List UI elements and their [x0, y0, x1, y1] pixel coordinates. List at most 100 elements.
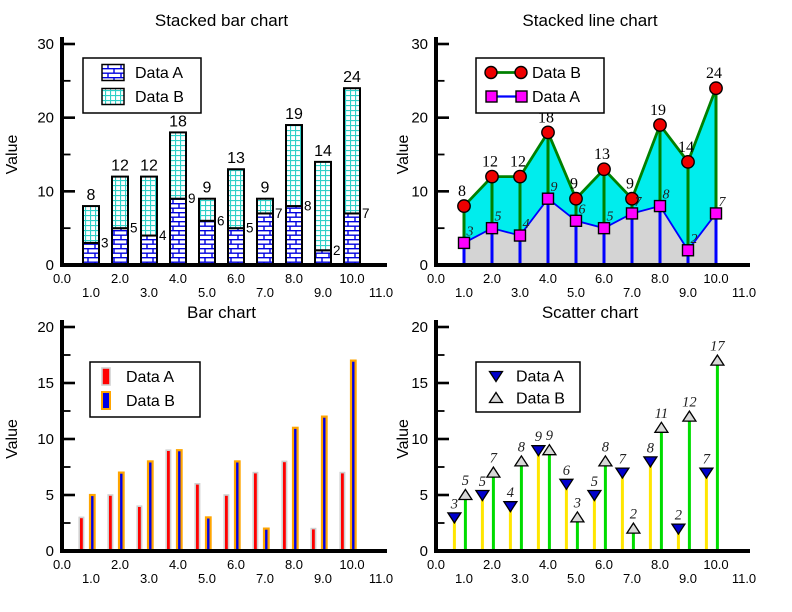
point-value-label: 2 — [675, 508, 682, 524]
triangle-down-marker — [698, 467, 715, 480]
x-tick-label: 5.0 — [567, 285, 585, 300]
total-value-label: 9 — [203, 180, 212, 197]
x-tick-label: 3.0 — [511, 285, 529, 300]
legend-circle-marker — [484, 65, 498, 80]
bar-data-a — [78, 516, 85, 552]
point-value-label: 5 — [607, 210, 614, 225]
x-tick-label: 6.0 — [595, 557, 613, 572]
square-marker — [597, 221, 611, 235]
segment-value-label: 7 — [275, 206, 283, 221]
square-marker — [653, 199, 667, 213]
x-tick-label: 1.0 — [455, 285, 473, 300]
x-tick-label: 7.0 — [623, 571, 641, 586]
x-tick-label: 5.0 — [198, 571, 216, 586]
x-tick-label: 7.0 — [256, 571, 274, 586]
total-value-label: 24 — [343, 69, 361, 86]
bar-data-a — [194, 483, 201, 552]
x-tick-label: 9.0 — [679, 285, 697, 300]
total-value-label: 18 — [169, 113, 187, 130]
chart-title: Stacked bar chart — [155, 11, 289, 30]
total-value-label: 9 — [570, 176, 578, 193]
triangle-down-marker — [586, 489, 603, 502]
x-tick-label: 10.0 — [339, 271, 364, 286]
point-value-label: 2 — [630, 507, 637, 523]
segment-value-label: 4 — [159, 228, 167, 243]
point-value-label: 5 — [591, 474, 598, 490]
triangle-up-marker — [457, 488, 474, 501]
x-tick-label: 6.0 — [227, 271, 245, 286]
bar-data-b — [291, 426, 299, 553]
segment-value-label: 9 — [188, 191, 196, 206]
segment-value-label: 2 — [333, 243, 341, 258]
circle-marker — [681, 154, 695, 169]
chart-title: Stacked line chart — [522, 11, 657, 30]
segment-value-label: 3 — [101, 235, 109, 250]
bar-data-a — [252, 471, 259, 552]
area-data-b — [464, 88, 716, 251]
point-value-label: 9 — [551, 180, 558, 195]
square-marker — [569, 214, 583, 228]
x-tick-label: 8.0 — [285, 271, 303, 286]
total-value-label: 19 — [285, 106, 303, 123]
triangle-down-marker — [558, 478, 575, 491]
bar-segment-b — [343, 87, 361, 215]
circle-marker — [625, 191, 639, 206]
y-tick-label: 20 — [411, 319, 428, 336]
bar-data-b — [175, 449, 183, 553]
triangle-down-marker — [614, 467, 631, 480]
y-axis-label: Value — [4, 135, 21, 175]
bar-segment-a — [198, 219, 216, 267]
x-tick-label: 9.0 — [314, 571, 332, 586]
total-value-label: 9 — [626, 176, 634, 193]
x-tick-label: 0.0 — [427, 557, 445, 572]
x-tick-label: 4.0 — [539, 557, 557, 572]
bar-data-a — [223, 494, 230, 552]
bar-segment-b — [111, 175, 129, 230]
x-tick-label: 1.0 — [455, 571, 473, 586]
x-tick-label: 3.0 — [511, 571, 529, 586]
y-tick-label: 5 — [420, 487, 428, 504]
triangle-up-marker — [653, 421, 670, 433]
x-tick-label: 7.0 — [623, 285, 641, 300]
triangle-down-marker — [446, 512, 463, 525]
legend-label: Data A — [126, 369, 174, 386]
x-tick-label: 4.0 — [539, 271, 557, 286]
bar-data-b — [88, 493, 96, 553]
y-tick-label: 30 — [37, 36, 54, 53]
x-tick-label: 11.0 — [732, 571, 756, 586]
x-tick-label: 11.0 — [732, 285, 756, 300]
legend-label: Data B — [126, 393, 175, 410]
circle-marker — [541, 125, 555, 140]
bar-data-a — [165, 449, 172, 552]
bar-segment-a — [285, 205, 303, 266]
square-marker — [681, 244, 695, 257]
axis-lines — [434, 37, 750, 267]
bar-data-b — [146, 460, 154, 553]
x-tick-label: 2.0 — [111, 557, 129, 572]
y-tick-label: 20 — [37, 110, 54, 127]
x-tick-label: 8.0 — [651, 271, 669, 286]
circle-marker — [597, 162, 611, 177]
legend-box — [475, 361, 581, 413]
y-tick-label: 15 — [411, 375, 428, 392]
square-marker — [457, 236, 471, 250]
point-value-label: 7 — [490, 451, 498, 467]
axis-lines — [60, 320, 387, 553]
total-value-label: 19 — [650, 102, 666, 119]
total-value-label: 12 — [482, 154, 498, 171]
point-value-label: 6 — [579, 202, 586, 217]
chart-title: Bar chart — [187, 303, 256, 322]
point-value-label: 7 — [719, 195, 727, 210]
x-tick-label: 8.0 — [651, 557, 669, 572]
bar-segment-b — [256, 197, 274, 215]
total-value-label: 12 — [111, 158, 129, 175]
triangle-up-marker — [541, 443, 558, 456]
bar-segment-b — [140, 175, 158, 237]
point-value-label: 7 — [635, 195, 643, 210]
panel-bar-chart: 0 5 10 15 20 0.0 2.0 4.0 6.0 8.0 10.0 1.0 3.0 5.0 7.0 9… — [4, 303, 393, 586]
triangle-up-marker — [625, 521, 642, 534]
legend-red-bar-swatch — [101, 367, 111, 386]
point-value-label: 9 — [546, 428, 554, 444]
